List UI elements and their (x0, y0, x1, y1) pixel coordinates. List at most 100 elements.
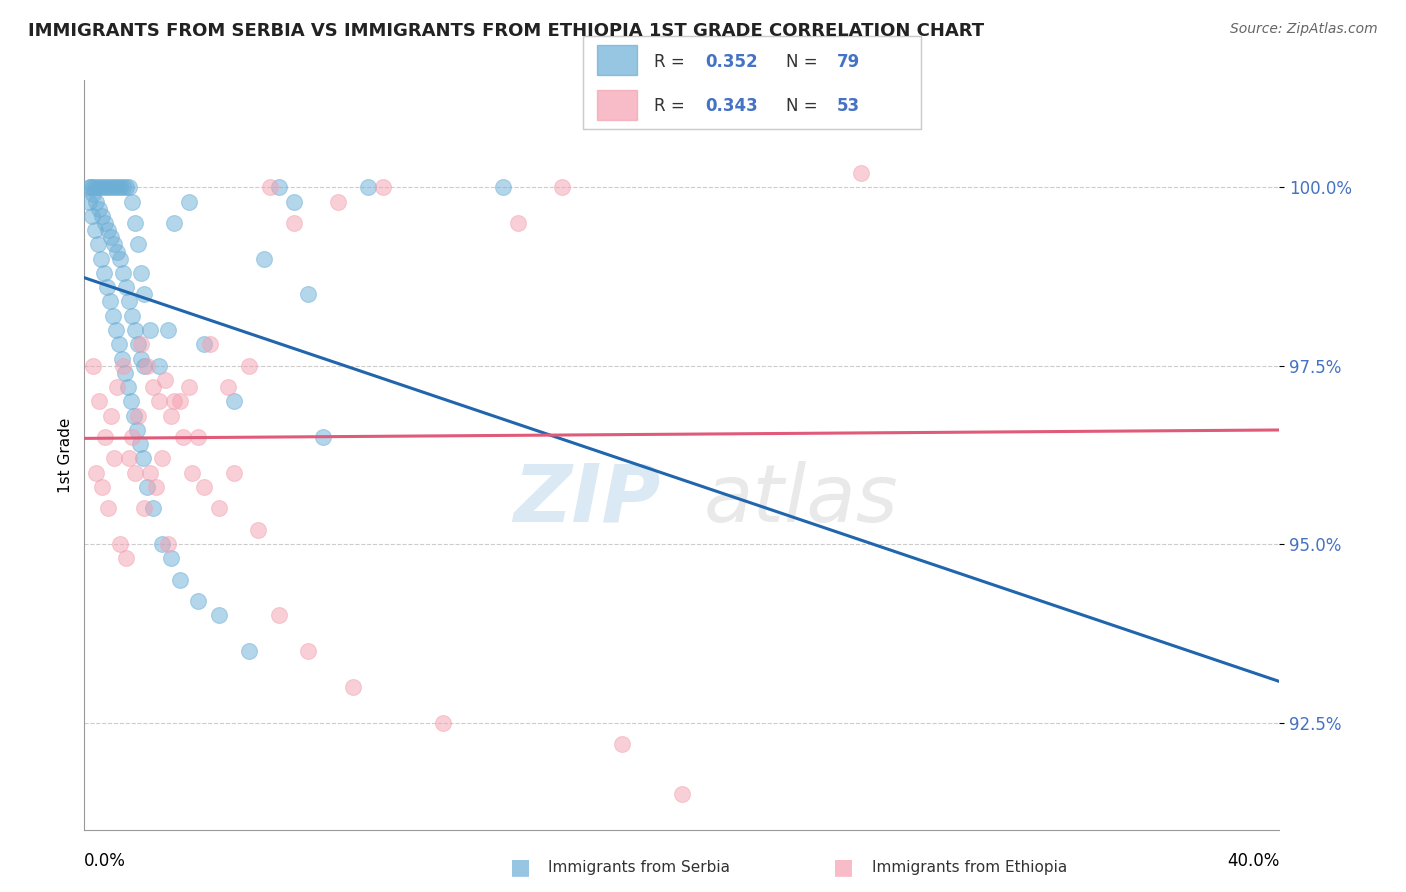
Point (82, 187, 104, 202)
Point (193, 337, 215, 351)
Point (108, 252, 131, 266)
Point (198, 337, 221, 351)
Point (87, 202, 110, 216)
Point (129, 266, 152, 280)
Point (86, 180, 108, 194)
Point (150, 451, 173, 466)
Text: atlas: atlas (704, 461, 898, 539)
Point (267, 608, 290, 623)
Point (90, 209, 112, 223)
Point (107, 337, 129, 351)
Point (77, 194, 100, 209)
Point (100, 230, 122, 244)
Point (110, 537, 132, 551)
Point (82, 359, 104, 373)
Point (297, 287, 319, 301)
Point (79, 180, 101, 194)
Point (169, 394, 191, 409)
Point (117, 380, 139, 394)
Point (208, 608, 231, 623)
Point (114, 280, 136, 294)
Point (124, 323, 146, 337)
Point (139, 323, 162, 337)
Bar (598, 90, 637, 120)
Point (124, 216, 146, 230)
Point (160, 409, 183, 423)
Point (136, 480, 159, 494)
Text: R =: R = (654, 97, 690, 115)
Text: 0.343: 0.343 (704, 97, 758, 115)
Point (124, 466, 146, 480)
Point (90, 252, 112, 266)
Text: N =: N = (786, 53, 823, 70)
Point (177, 380, 200, 394)
Point (105, 244, 128, 259)
Point (84, 194, 107, 209)
Point (100, 409, 122, 423)
Point (259, 180, 281, 194)
Point (128, 437, 150, 451)
Point (129, 337, 152, 351)
Point (283, 194, 305, 209)
Point (103, 451, 125, 466)
Point (94, 430, 117, 444)
Point (432, 715, 454, 730)
Point (127, 237, 149, 252)
Point (193, 480, 215, 494)
Point (160, 551, 183, 566)
Point (283, 216, 305, 230)
Point (127, 409, 149, 423)
Point (121, 194, 143, 209)
Text: 53: 53 (837, 97, 859, 115)
Point (91, 180, 114, 194)
Point (112, 180, 135, 194)
Point (118, 451, 141, 466)
Point (97, 180, 120, 194)
Point (97, 223, 120, 237)
Point (98, 294, 121, 309)
Point (851, 166, 873, 180)
Text: IMMIGRANTS FROM SERBIA VS IMMIGRANTS FROM ETHIOPIA 1ST GRADE CORRELATION CHART: IMMIGRANTS FROM SERBIA VS IMMIGRANTS FRO… (28, 22, 984, 40)
Point (246, 523, 269, 537)
Point (93, 216, 115, 230)
Y-axis label: 1st Grade: 1st Grade (58, 417, 73, 492)
Point (208, 501, 231, 516)
Point (127, 337, 149, 351)
Point (238, 359, 260, 373)
Text: ZIP: ZIP (513, 461, 659, 539)
Point (89, 394, 111, 409)
Point (121, 309, 143, 323)
Point (163, 394, 186, 409)
Point (86, 466, 108, 480)
Point (139, 466, 162, 480)
Point (103, 237, 125, 252)
Point (100, 180, 122, 194)
Point (312, 430, 335, 444)
Point (373, 180, 395, 194)
Point (217, 380, 239, 394)
Point (148, 394, 170, 409)
Point (153, 373, 176, 387)
Point (328, 194, 350, 209)
Point (357, 180, 380, 194)
Text: Immigrants from Serbia: Immigrants from Serbia (548, 860, 730, 874)
Point (169, 573, 191, 587)
Point (131, 451, 153, 466)
Point (111, 351, 134, 366)
Text: Source: ZipAtlas.com: Source: ZipAtlas.com (1230, 22, 1378, 37)
Point (97, 501, 120, 516)
Point (172, 430, 194, 444)
Text: 79: 79 (837, 53, 860, 70)
Point (297, 644, 319, 658)
Point (122, 409, 145, 423)
Point (115, 551, 138, 566)
Text: N =: N = (786, 97, 823, 115)
Point (125, 423, 148, 437)
Point (91, 480, 114, 494)
Point (132, 359, 155, 373)
Bar (598, 45, 637, 75)
Point (82, 180, 104, 194)
Point (551, 180, 574, 194)
Point (129, 351, 152, 366)
Point (187, 594, 209, 608)
